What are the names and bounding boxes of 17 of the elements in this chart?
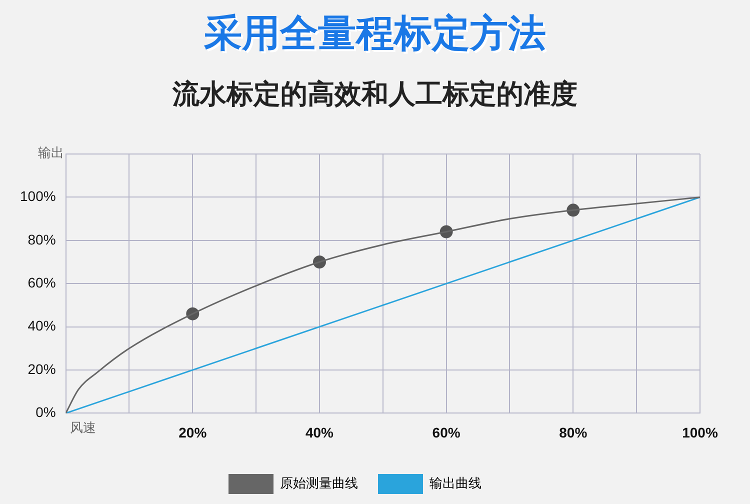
x-tick-label: 20% xyxy=(178,424,208,440)
x-axis-title: 风速 xyxy=(69,420,97,438)
x-tick-label: 80% xyxy=(559,424,588,440)
y-tick-label: 20% xyxy=(28,360,56,377)
x-tick-label: 40% xyxy=(305,424,334,440)
chart-title: 采用全量程标定方法 xyxy=(203,10,547,57)
x-tick-label: 100% xyxy=(682,424,718,440)
y-tick-label: 40% xyxy=(28,318,56,334)
x-tick-label: 60% xyxy=(432,424,461,440)
y-tick-label: 0% xyxy=(36,404,56,420)
chart-subtitle: 流水标定的高效和人工标定的准度 xyxy=(171,78,578,112)
y-tick-label: 100% xyxy=(20,188,56,204)
y-tick-label: 60% xyxy=(28,274,56,290)
y-tick-label: 80% xyxy=(28,231,56,248)
legend-label: 原始测量曲线 xyxy=(280,476,358,491)
y-axis-title: 输出 xyxy=(37,145,65,163)
legend-label: 输出曲线 xyxy=(430,476,482,491)
